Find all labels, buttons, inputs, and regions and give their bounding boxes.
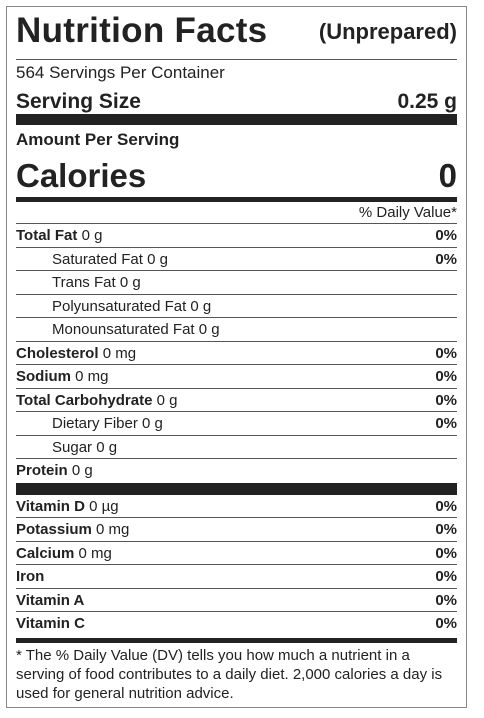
nutrient-row-sugar: Sugar 0 g bbox=[16, 436, 457, 459]
label-subtitle: (Unprepared) bbox=[318, 19, 457, 44]
nutrient-row-protein: Protein 0 g bbox=[16, 462, 93, 479]
amount-per-serving: Amount Per Serving bbox=[16, 130, 180, 149]
label-title: Nutrition Facts bbox=[16, 11, 268, 50]
calories-row: Calories 0 bbox=[16, 151, 457, 197]
serving-size-value: 0.25 g bbox=[397, 90, 457, 113]
nutrient-row-sodium: Sodium 0 mg 0% bbox=[16, 365, 457, 389]
calories-value: 0 bbox=[438, 157, 457, 194]
vitamin-row-vitamin-c: Vitamin C 0% bbox=[16, 615, 457, 632]
nutrient-row-trans-fat: Trans Fat 0 g bbox=[16, 271, 457, 295]
nutrition-facts-label: Nutrition Facts (Unprepared) 564 Serving… bbox=[6, 6, 467, 708]
daily-value-header: % Daily Value* bbox=[16, 202, 457, 224]
nutrient-row-saturated-fat: Saturated Fat 0 g 0% bbox=[16, 248, 457, 271]
vitamin-row-iron: Iron 0% bbox=[16, 565, 457, 589]
nutrient-row-dietary-fiber: Dietary Fiber 0 g 0% bbox=[16, 412, 457, 436]
thick-divider bbox=[16, 114, 457, 125]
vitamin-row-vitamin-d: Vitamin D 0 µg 0% bbox=[16, 495, 457, 518]
nutrient-row-cholesterol: Cholesterol 0 mg 0% bbox=[16, 342, 457, 365]
vitamin-row-potassium: Potassium 0 mg 0% bbox=[16, 518, 457, 542]
medium-divider bbox=[16, 197, 457, 202]
footnote: * The % Daily Value (DV) tells you how m… bbox=[16, 646, 443, 702]
vitamin-row-vitamin-a: Vitamin A 0% bbox=[16, 589, 457, 612]
servings-per-container: 564 Servings Per Container bbox=[16, 59, 457, 84]
vitamin-divider bbox=[16, 482, 457, 495]
calories-label: Calories bbox=[16, 157, 147, 194]
footnote-divider bbox=[16, 637, 457, 643]
serving-size-label: Serving Size bbox=[16, 90, 141, 113]
nutrient-row-total-fat: Total Fat 0 g 0% bbox=[16, 224, 457, 248]
title-row: Nutrition Facts (Unprepared) bbox=[16, 7, 457, 59]
serving-size-row: Serving Size 0.25 g bbox=[16, 84, 457, 114]
nutrient-row-monounsaturated-fat: Monounsaturated Fat 0 g bbox=[16, 318, 457, 342]
vitamin-row-calcium: Calcium 0 mg 0% bbox=[16, 542, 457, 565]
nutrient-row-total-carbohydrate: Total Carbohydrate 0 g 0% bbox=[16, 389, 457, 412]
nutrient-row-polyunsaturated-fat: Polyunsaturated Fat 0 g bbox=[16, 295, 457, 318]
